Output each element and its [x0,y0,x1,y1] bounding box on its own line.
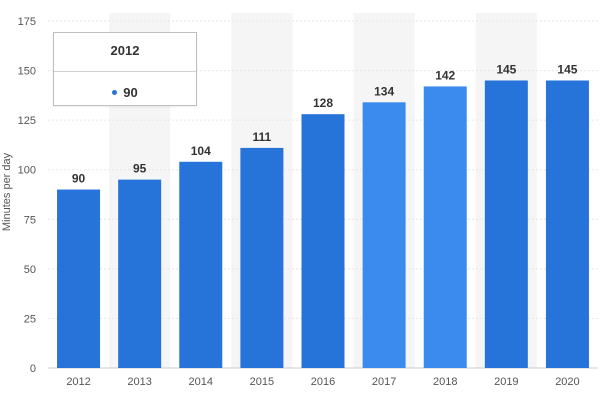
y-tick-label: 150 [18,66,36,78]
y-axis-label: Minutes per day [1,152,13,231]
data-label: 134 [374,84,394,98]
tooltip-value-row: 90 [54,85,196,100]
x-tick-label: 2014 [189,376,213,388]
x-tick-label: 2018 [433,376,457,388]
x-tick-label: 2013 [127,376,151,388]
data-label: 90 [72,172,86,186]
bar-2012[interactable] [57,189,101,368]
x-axis-ticks: 2012 2013 2014 2015 2016 2017 2018 2019 2020 [66,376,579,388]
tooltip-title: 2012 [110,43,140,58]
data-label: 128 [313,96,333,110]
tooltip-divider [54,71,196,72]
data-labels: 90 95 104 111 128 134 142 145 145 [72,62,578,185]
bar-2014[interactable] [179,161,223,368]
x-tick-label: 2012 [66,376,90,388]
data-label: 95 [133,162,147,176]
bar-2017[interactable] [362,102,406,368]
bar-2018[interactable] [423,86,467,368]
bars [57,80,589,369]
y-tick-label: 0 [30,363,36,375]
y-tick-label: 100 [18,165,36,177]
y-axis-ticks: 0 25 50 75 100 125 150 175 [18,16,36,375]
bar-2015[interactable] [240,147,284,368]
series-dot-icon [112,90,118,96]
x-tick-label: 2019 [494,376,518,388]
data-label: 145 [557,62,577,76]
bar-2020[interactable] [545,80,589,368]
y-tick-label: 125 [18,115,36,127]
bar-2013[interactable] [118,179,162,368]
bar-2016[interactable] [301,114,345,369]
data-label: 111 [253,130,272,144]
x-tick-label: 2016 [311,376,335,388]
y-tick-label: 75 [24,214,36,226]
data-label: 145 [496,62,516,76]
x-tick-label: 2020 [555,376,579,388]
tooltip-value: 90 [123,85,138,100]
tooltip: 2012 90 [53,32,197,106]
data-label: 142 [435,68,455,82]
y-tick-label: 50 [24,264,36,276]
y-tick-label: 175 [18,16,36,28]
x-tick-label: 2017 [372,376,396,388]
y-tick-label: 25 [24,313,36,325]
data-label: 104 [191,144,211,158]
bar-2019[interactable] [484,80,528,368]
x-tick-label: 2015 [250,376,274,388]
